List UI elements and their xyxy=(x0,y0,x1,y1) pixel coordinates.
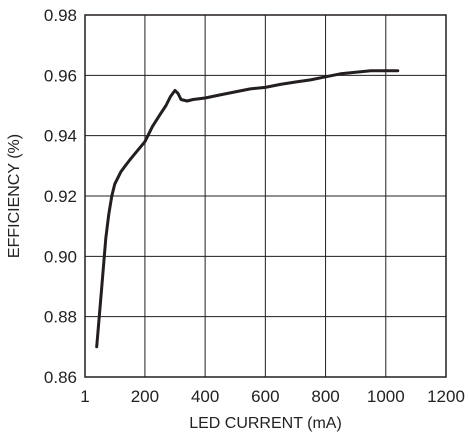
series-layer xyxy=(95,69,400,349)
x-tick-labels: 1 200 400 600 800 1000 1200 xyxy=(80,387,465,406)
y-tick-labels: 0.86 0.88 0.90 0.92 0.94 0.96 0.98 xyxy=(44,6,77,387)
efficiency-line xyxy=(95,69,400,349)
y-tick-label: 0.92 xyxy=(44,187,77,206)
x-tick-label: 800 xyxy=(311,387,339,406)
x-tick-label: 600 xyxy=(251,387,279,406)
y-axis-label: EFFICIENCY (%) xyxy=(6,134,23,258)
x-tick-label: 1000 xyxy=(367,387,405,406)
x-tick-label: 200 xyxy=(131,387,159,406)
y-tick-label: 0.86 xyxy=(44,368,77,387)
y-tick-label: 0.96 xyxy=(44,66,77,85)
y-tick-label: 0.90 xyxy=(44,247,77,266)
x-tick-label: 400 xyxy=(191,387,219,406)
y-tick-label: 0.94 xyxy=(44,127,77,146)
y-tick-label: 0.98 xyxy=(44,6,77,25)
x-tick-label: 1 xyxy=(80,387,89,406)
y-tick-label: 0.88 xyxy=(44,308,77,327)
plot-frame xyxy=(84,14,447,378)
x-tick-label: 1200 xyxy=(427,387,465,406)
x-axis-label: LED CURRENT (mA) xyxy=(189,415,342,432)
